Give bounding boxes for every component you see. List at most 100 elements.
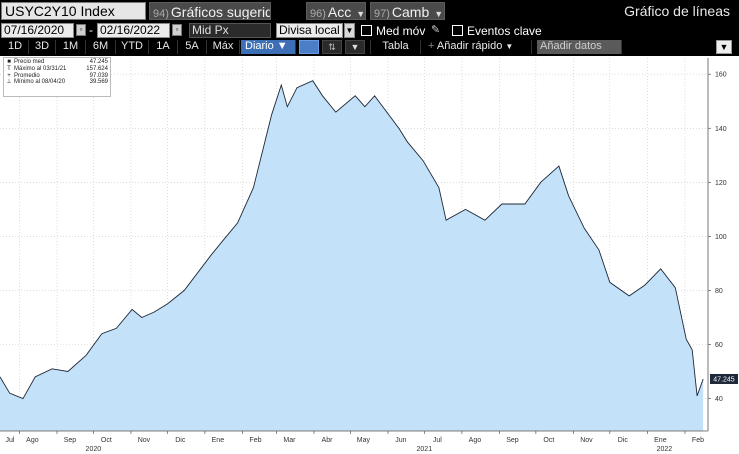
x-tick-label: Oct	[543, 437, 554, 444]
plus-icon: +	[428, 40, 435, 52]
series-line	[0, 80, 704, 400]
x-tick-label: Nov	[580, 437, 593, 444]
legend-value: 97.039	[89, 72, 108, 79]
x-tick-label: Sep	[506, 437, 519, 444]
x-tick-label: Ene	[654, 437, 667, 444]
checkbox-label: Med móv	[376, 24, 426, 38]
x-tick-label: Feb	[249, 437, 261, 444]
year-label: 2022	[657, 446, 673, 453]
timeframe-1a[interactable]: 1A	[149, 40, 178, 54]
y-tick-label: 100	[715, 234, 727, 241]
year-label: 2020	[86, 446, 102, 453]
y-tick-label: 120	[715, 180, 727, 187]
x-tick-label: Dic	[618, 437, 629, 444]
legend-symbol: ■	[7, 59, 11, 65]
legend-label: Mínimo al 08/04/20	[14, 79, 66, 86]
timeframe-6m[interactable]: 6M	[86, 40, 116, 54]
y-tick-label: 160	[715, 72, 727, 79]
legend-value: 157.624	[86, 65, 108, 72]
x-tick-label: Ago	[26, 437, 39, 444]
actions-menu[interactable]: 96) Acc ▼	[306, 2, 366, 20]
year-label: 2021	[417, 446, 433, 453]
legend-row: ⊥ Mínimo al 08/04/20 39.569	[6, 79, 108, 86]
timeframe-5a[interactable]: 5A	[178, 40, 207, 54]
legend-symbol: T	[7, 65, 11, 72]
x-tick-label: Dic	[175, 437, 186, 444]
add-data-button[interactable]: Añadir datos	[537, 40, 622, 54]
timeframe-ytd[interactable]: YTD	[116, 40, 149, 54]
timeframe-1m[interactable]: 1M	[56, 40, 86, 54]
legend-row: T Máximo al 03/31/21 157.624	[6, 66, 108, 73]
last-value-badge	[710, 373, 738, 384]
last-value-label: 47.245	[713, 376, 735, 383]
x-tick-label: Jun	[395, 437, 406, 444]
y-tick-label: 80	[715, 288, 723, 295]
menu-label: Gráficos sugeridos	[170, 4, 270, 20]
x-tick-label: Mar	[283, 437, 296, 444]
ticker-field[interactable]: USYC2Y10 Index	[1, 2, 146, 20]
quick-add-label: Añadir rápido	[436, 40, 503, 52]
checkbox-label: Eventos clave	[467, 24, 542, 38]
moving-average-checkbox[interactable]: Med móv	[361, 24, 425, 38]
legend-label: Máximo al 03/31/21	[14, 65, 67, 72]
chart-area: 40 60 80 100 120 140 160 Jul Ago Sep Oct Nov Dic Ene F…	[0, 56, 739, 454]
key-events-checkbox[interactable]: Eventos clave	[452, 24, 542, 38]
menu-label: Camb	[391, 4, 430, 20]
x-tick-label: Jul	[433, 437, 442, 444]
menu-number: 96)	[310, 8, 326, 20]
pencil-icon[interactable]: ✎	[431, 24, 441, 36]
period-label: Diario	[245, 40, 274, 52]
period-select[interactable]: Diario ▼	[241, 40, 296, 54]
y-tick-label: 140	[715, 126, 727, 133]
timeframe-bar: 1D 3D 1M 6M YTD 1A 5A Máx Diario ▼ ⇅ ▼ T…	[0, 39, 739, 55]
chevron-down-icon[interactable]: ▼	[344, 23, 355, 38]
legend-label: Promedio	[14, 72, 40, 79]
x-tick-label: Feb	[692, 437, 704, 444]
calendar-icon[interactable]: ▫	[172, 24, 182, 36]
timeframe-1d[interactable]: 1D	[2, 40, 29, 54]
suggested-charts-menu[interactable]: 94)Gráficos sugeridos	[149, 2, 271, 20]
menu-label: Acc	[327, 4, 352, 20]
chevron-down-icon[interactable]: ▼	[345, 40, 365, 54]
legend-symbol: ⊥	[6, 79, 12, 86]
chart-legend: ■ Precio med 47.245 T Máximo al 03/31/21 157.…	[3, 57, 111, 97]
chart-type-title: Gráfico de líneas	[624, 3, 730, 19]
caret-down-icon: ▼	[276, 40, 288, 52]
legend-label: Precio med	[14, 59, 45, 65]
end-date-field[interactable]: 02/16/2022	[97, 23, 170, 38]
line-chart: 40 60 80 100 120 140 160 Jul Ago Sep Oct Nov Dic Ene F…	[0, 58, 738, 453]
table-button[interactable]: Tabla	[370, 40, 421, 54]
x-tick-label: Abr	[322, 437, 334, 444]
calendar-icon[interactable]: ▫	[76, 24, 86, 36]
area-fill	[0, 80, 704, 431]
menu-number: 94)	[153, 8, 169, 20]
legend-symbol: +	[7, 72, 11, 79]
checkbox-icon	[452, 25, 463, 36]
x-tick-label: May	[357, 437, 371, 444]
x-tick-label: Ago	[469, 437, 482, 444]
change-menu[interactable]: 97) Camb ▼	[370, 2, 445, 20]
legend-row: ■ Precio med 47.245	[6, 59, 108, 66]
legend-value: 39.569	[89, 79, 108, 86]
currency-select[interactable]: Divisa local	[276, 23, 343, 38]
controls-bar: 07/16/2020 ▫ - 02/16/2022 ▫ Mid Px Divis…	[0, 22, 739, 39]
caret-down-icon: ▼	[505, 42, 514, 51]
caret-down-icon: ▼	[434, 9, 444, 19]
checkbox-icon	[361, 25, 372, 36]
title-bar: USYC2Y10 Index 94)Gráficos sugeridos 96)…	[0, 0, 739, 22]
legend-value: 47.245	[89, 59, 108, 65]
quick-add-button[interactable]: + Añadir rápido ▼	[425, 40, 532, 54]
x-tick-label: Jul	[6, 437, 15, 444]
settings-menu-icon[interactable]: ▼	[716, 40, 732, 54]
x-tick-label: Ene	[212, 437, 225, 444]
x-tick-label: Sep	[64, 437, 77, 444]
start-date-field[interactable]: 07/16/2020	[1, 23, 74, 38]
line-style-button[interactable]	[299, 40, 319, 54]
y-tick-label: 40	[715, 396, 723, 403]
timeframe-max[interactable]: Máx	[207, 40, 240, 54]
timeframe-3d[interactable]: 3D	[29, 40, 56, 54]
compare-icon[interactable]: ⇅	[322, 40, 342, 54]
x-tick-label: Nov	[138, 437, 151, 444]
menu-number: 97)	[374, 8, 390, 20]
price-field-select[interactable]: Mid Px	[189, 23, 271, 38]
